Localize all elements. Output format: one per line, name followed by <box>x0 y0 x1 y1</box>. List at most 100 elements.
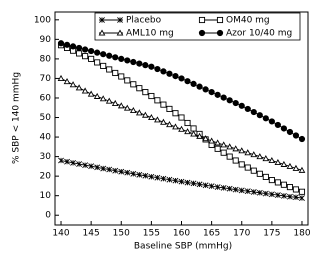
data-point <box>214 184 221 191</box>
data-point <box>232 99 239 107</box>
data-point <box>184 119 191 127</box>
data-point <box>238 187 245 194</box>
data-point <box>202 86 209 93</box>
y-tick-label: 50 <box>40 113 52 123</box>
y-tick-label: 70 <box>40 74 52 84</box>
data-point <box>76 161 83 167</box>
data-point <box>280 181 287 188</box>
data-point <box>196 132 203 139</box>
data-point <box>286 162 294 169</box>
data-point <box>292 132 300 139</box>
y-tick-label: 30 <box>40 152 52 162</box>
legend-label: Placebo <box>126 16 162 26</box>
legend-label: OM40 mg <box>226 16 270 26</box>
data-point <box>99 95 107 102</box>
y-tick-label: 20 <box>40 172 52 182</box>
x-tick-label: 180 <box>293 229 310 239</box>
data-point <box>220 184 227 191</box>
legend-marker <box>116 29 124 36</box>
data-point <box>238 102 245 109</box>
data-point <box>105 97 113 104</box>
data-point <box>178 114 185 121</box>
data-point <box>69 81 77 88</box>
data-point <box>82 53 89 60</box>
data-point <box>172 110 179 117</box>
data-point <box>100 165 107 172</box>
data-point <box>141 111 149 118</box>
data-point <box>118 55 125 62</box>
data-point <box>112 69 119 77</box>
data-point <box>178 125 185 132</box>
data-point <box>250 108 257 116</box>
data-point <box>208 137 215 144</box>
data-point <box>129 106 137 114</box>
y-axis-label: % SBP < 140 mmHg <box>12 72 22 164</box>
data-point <box>118 168 125 175</box>
data-point <box>268 177 275 184</box>
data-point <box>232 186 239 193</box>
data-point <box>124 57 131 64</box>
data-point <box>262 190 269 197</box>
data-point <box>202 182 209 189</box>
data-point <box>172 123 179 130</box>
data-point <box>75 44 83 52</box>
data-point <box>262 155 270 162</box>
data-point <box>202 135 209 142</box>
data-point <box>190 130 197 137</box>
data-point <box>274 192 281 199</box>
data-point <box>262 173 269 180</box>
data-point <box>232 157 239 164</box>
legend-label: AML10 mg <box>126 29 174 39</box>
data-point <box>280 160 288 167</box>
data-point <box>142 62 149 69</box>
data-point <box>280 192 287 199</box>
data-point <box>88 47 95 55</box>
legend-marker <box>216 16 224 24</box>
data-point <box>148 173 155 180</box>
data-point <box>112 167 119 174</box>
data-point <box>58 157 64 164</box>
data-point <box>232 145 240 152</box>
data-point <box>82 46 89 53</box>
data-point <box>256 189 263 196</box>
data-point <box>135 109 143 116</box>
data-point <box>123 104 131 111</box>
data-point <box>298 166 306 173</box>
data-point <box>112 54 119 61</box>
data-point <box>238 161 245 168</box>
data-point <box>298 135 306 143</box>
x-axis-label: Baseline SBP (mmHg) <box>134 242 232 252</box>
data-point <box>280 125 288 132</box>
series-line <box>60 42 303 140</box>
y-tick-label: 90 <box>40 35 52 45</box>
data-point <box>160 175 167 182</box>
data-point <box>274 121 281 129</box>
data-point <box>69 43 77 50</box>
y-tick-label: 100 <box>34 15 51 25</box>
data-point <box>292 164 300 171</box>
data-point <box>268 118 275 125</box>
data-point <box>220 149 227 156</box>
data-point <box>88 55 95 62</box>
data-point <box>172 72 179 80</box>
x-tick-label: 170 <box>233 229 250 239</box>
data-point <box>117 102 125 109</box>
data-point <box>244 105 251 113</box>
data-point <box>262 115 269 122</box>
data-point <box>256 112 263 119</box>
x-tick-label: 175 <box>263 229 280 239</box>
x-tick-label: 145 <box>83 229 100 239</box>
data-point <box>106 66 113 73</box>
data-point <box>142 89 149 96</box>
data-point <box>57 74 65 81</box>
data-point <box>94 59 101 66</box>
data-point <box>178 75 185 82</box>
data-point <box>82 162 89 169</box>
data-point <box>244 164 251 171</box>
data-point <box>208 89 215 96</box>
data-point <box>148 63 155 70</box>
data-point <box>136 60 143 67</box>
data-point <box>124 77 131 84</box>
data-point <box>220 94 227 101</box>
